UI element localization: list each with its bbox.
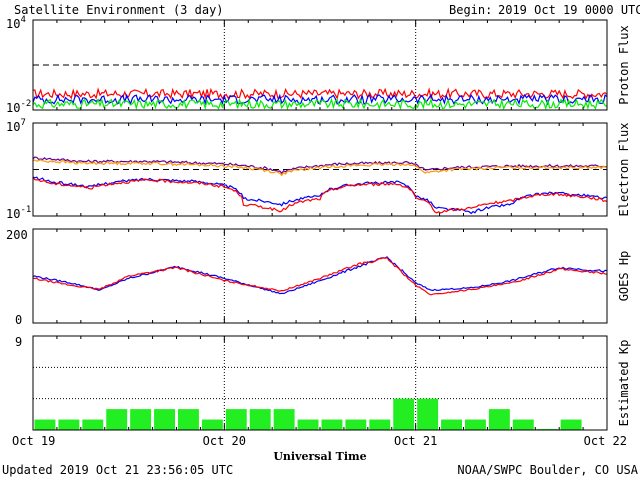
y-axis-label: GOES Hp [617,251,631,302]
panels: 104 10-2 Proton Flux 107 10-1 Electron Flux 20… [6,15,631,448]
y-tick-label: 200 [6,228,28,242]
series-blue [32,256,608,295]
kp-bar [441,419,462,430]
kp-bar [178,409,199,430]
y-tick-label: 104 [6,15,26,31]
y-tick-label: 107 [6,118,26,134]
kp-bar [321,419,343,430]
kp-bar [465,419,486,430]
updated-text: Updated 2019 Oct 21 23:56:05 UTC [2,463,233,477]
panel-2: 107 10-1 Electron Flux [6,118,631,221]
kp-bar [249,409,271,430]
kp-bar [393,398,415,430]
panel-3: 200 0 GOES Hp [6,228,631,327]
kp-bar [345,419,367,430]
series-green [32,97,608,111]
series-red [32,87,608,101]
series-red [32,256,608,296]
y-tick-label: 0 [15,313,22,327]
x-tick-label: Oct 19 [12,434,55,448]
series-red [32,177,608,214]
x-tick-label: Oct 20 [203,434,246,448]
kp-bar [201,419,223,430]
kp-bar [225,409,247,430]
kp-bar [106,409,128,430]
panel-1: 104 10-2 Proton Flux [6,15,631,115]
panel-4: 9 Estimated Kp [15,335,631,431]
series-blue [32,176,608,215]
kp-bar [82,419,104,430]
kp-bar [560,419,582,430]
chart-title: Satellite Environment (3 day) [14,3,224,17]
y-tick-label: 9 [15,335,22,349]
kp-bar [297,419,319,430]
kp-bar [154,409,175,430]
x-axis-label: Universal Time [273,450,366,463]
series-orange [32,159,608,177]
kp-bar [417,398,439,430]
kp-bar [34,419,56,430]
kp-bar [130,409,152,430]
kp-bar [488,409,510,430]
y-axis-label: Electron Flux [617,123,631,217]
y-tick-label: 10-2 [6,99,31,115]
y-tick-label: 10-1 [6,205,31,221]
y-axis-label: Proton Flux [617,25,631,104]
kp-bar [536,428,558,430]
x-tick-label: Oct 21 [394,434,437,448]
panel-frame [32,228,608,324]
x-tick-label: Oct 22 [584,434,627,448]
begin-label: Begin: [449,3,492,17]
y-axis-label: Estimated Kp [617,340,631,427]
kp-bar [58,419,80,430]
kp-bar [273,409,295,430]
kp-bar [369,419,391,430]
begin-value: 2019 Oct 19 0000 UTC [498,3,640,17]
source-text: NOAA/SWPC Boulder, CO USA [457,463,638,477]
series-purple [32,156,608,175]
kp-bar [512,419,534,430]
